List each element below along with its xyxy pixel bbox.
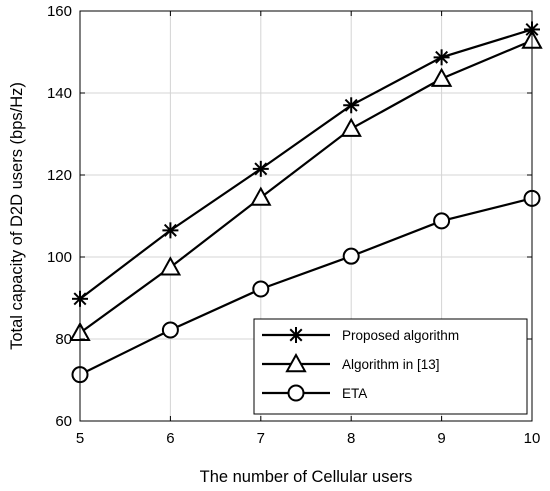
legend-item: Algorithm in [13] bbox=[262, 352, 440, 373]
x-tick-label: 5 bbox=[76, 430, 84, 447]
data-point bbox=[252, 160, 269, 177]
data-point bbox=[342, 247, 360, 265]
y-tick-label: 140 bbox=[47, 85, 72, 102]
x-tick-label: 9 bbox=[437, 430, 445, 447]
x-tick-label: 7 bbox=[257, 430, 265, 447]
legend: Proposed algorithm Algorithm in [13] ETA bbox=[253, 318, 528, 415]
y-tick-label: 100 bbox=[47, 249, 72, 266]
y-tick-label: 120 bbox=[47, 167, 72, 184]
data-point bbox=[430, 67, 453, 87]
legend-label: Algorithm in [13] bbox=[342, 357, 440, 372]
legend-item: Proposed algorithm bbox=[262, 327, 459, 343]
data-point bbox=[159, 256, 182, 276]
y-tick-label: 80 bbox=[55, 331, 72, 348]
legend-marker bbox=[285, 352, 307, 373]
data-point bbox=[433, 212, 451, 230]
series-line bbox=[79, 197, 533, 376]
x-axis-label: The number of Cellular users bbox=[200, 468, 413, 486]
axis-ticks: 5 6 7 8 9 10 60 80 100 120 140 160 bbox=[47, 3, 540, 447]
data-point bbox=[340, 117, 362, 137]
data-point bbox=[161, 321, 179, 339]
data-point bbox=[343, 97, 360, 114]
y-axis-label: Total capacity of D2D users (bps/Hz) bbox=[8, 82, 26, 350]
data-point bbox=[433, 49, 450, 66]
data-point bbox=[162, 222, 179, 239]
x-tick-label: 6 bbox=[166, 430, 174, 447]
legend-marker bbox=[287, 384, 305, 402]
data-point bbox=[252, 280, 270, 298]
series-line bbox=[79, 39, 533, 334]
y-tick-label: 160 bbox=[47, 3, 72, 20]
legend-marker bbox=[288, 327, 304, 343]
y-tick-label: 60 bbox=[55, 413, 72, 430]
legend-label: ETA bbox=[342, 386, 367, 401]
data-point bbox=[250, 186, 272, 206]
x-tick-label: 10 bbox=[524, 430, 541, 447]
x-tick-label: 8 bbox=[347, 430, 355, 447]
legend-label: Proposed algorithm bbox=[342, 328, 459, 343]
plot-frame bbox=[79, 10, 533, 422]
legend-item: ETA bbox=[262, 384, 367, 402]
series-line bbox=[79, 28, 533, 300]
series-3 bbox=[71, 189, 541, 384]
series-2 bbox=[69, 29, 543, 342]
